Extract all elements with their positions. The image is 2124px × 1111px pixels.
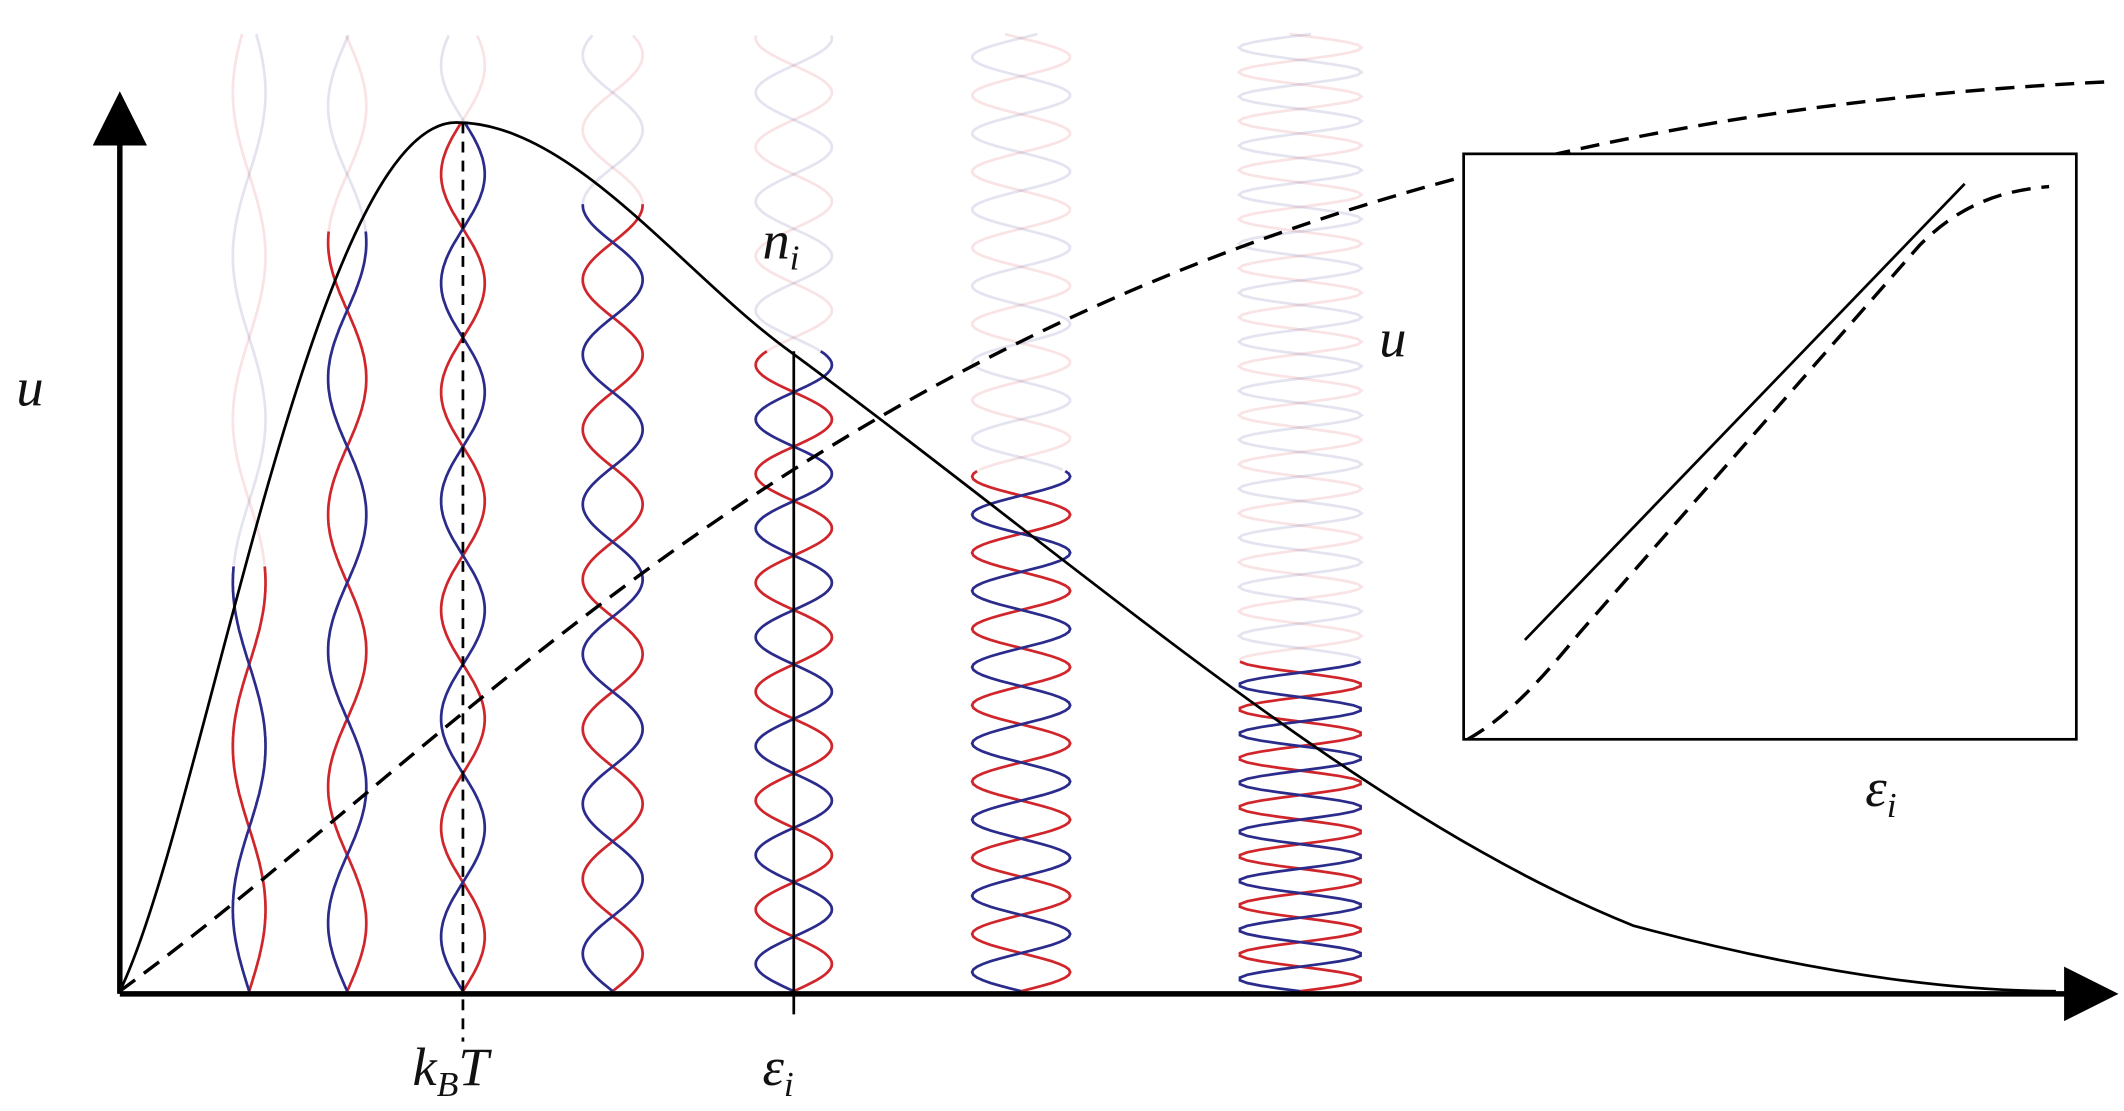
y-label: u	[16, 357, 43, 418]
wave	[970, 469, 1072, 993]
wave	[581, 204, 645, 993]
label-part: n	[762, 210, 789, 271]
wave	[439, 34, 466, 124]
inset-line	[1523, 182, 1966, 641]
curve-label: ni	[762, 210, 799, 278]
wave	[439, 121, 487, 992]
label-sub: i	[790, 238, 800, 278]
wave	[581, 34, 645, 205]
kbt-label: kBT	[413, 1036, 493, 1104]
label-part: ε	[762, 1036, 784, 1097]
wave	[231, 566, 267, 992]
wave	[231, 33, 267, 566]
wave	[581, 34, 645, 205]
wave	[1236, 32, 1364, 662]
wave	[231, 33, 267, 566]
wave	[326, 231, 368, 992]
epsilon-label: εi	[762, 1036, 793, 1104]
label-part: k	[413, 1036, 438, 1097]
wave	[326, 231, 368, 992]
wave	[971, 32, 1072, 471]
inset-curve	[1466, 184, 2050, 741]
inset-frame	[1462, 152, 2078, 741]
label-sub: i	[784, 1064, 794, 1104]
wave	[754, 35, 834, 353]
wave	[971, 32, 1072, 471]
distribution-curve	[118, 121, 2056, 993]
label-part: T	[458, 1036, 492, 1097]
inset-x-label: εi	[1865, 757, 1896, 825]
label-sub: B	[437, 1064, 459, 1104]
label-sub: i	[1887, 785, 1897, 825]
wave	[1238, 660, 1362, 993]
wave	[754, 350, 834, 993]
inset-y-label: u	[1379, 308, 1406, 369]
label-part: ε	[1865, 757, 1887, 818]
wave	[326, 34, 368, 232]
wave	[754, 35, 834, 353]
wave	[970, 469, 1072, 993]
wave	[754, 350, 834, 993]
wave	[327, 34, 368, 232]
wave	[231, 566, 267, 992]
wave-columns	[231, 32, 1364, 993]
wave	[460, 34, 487, 124]
energy-curve	[118, 79, 2111, 993]
wave	[1238, 660, 1362, 993]
wave	[1236, 32, 1364, 662]
wave	[439, 121, 487, 992]
wave	[581, 204, 645, 993]
